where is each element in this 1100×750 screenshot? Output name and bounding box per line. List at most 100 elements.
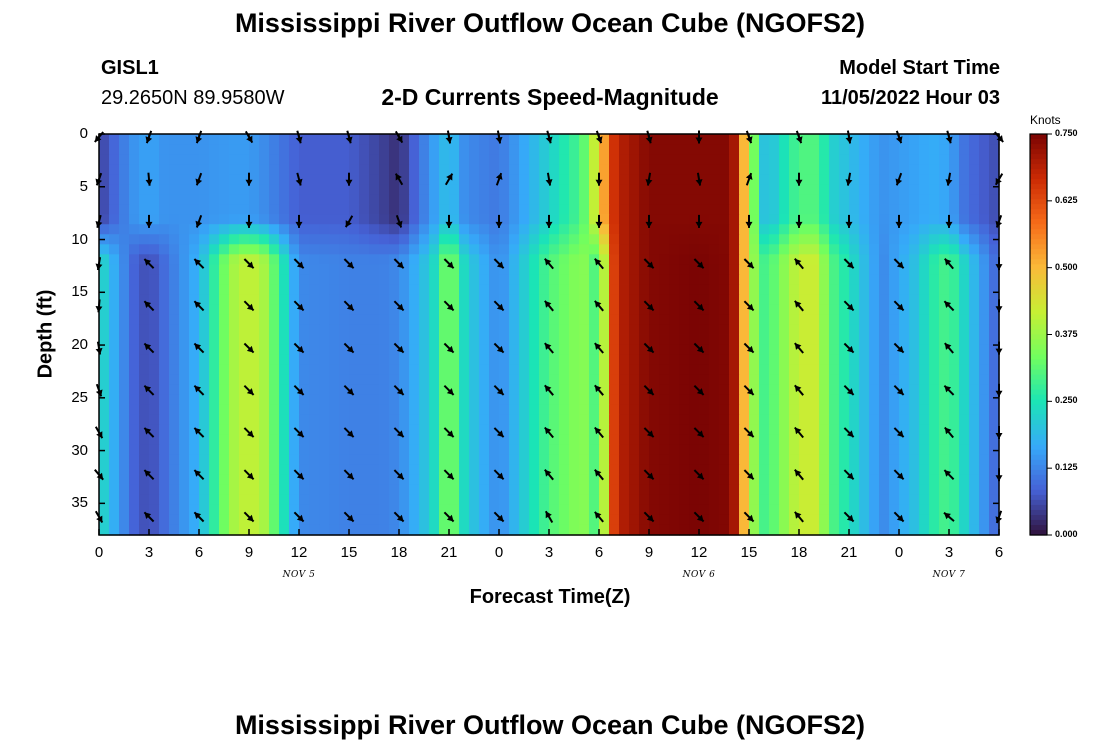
x-tick-label: 12 [690, 544, 708, 561]
heatmap-cell [659, 424, 670, 436]
heatmap-cell [769, 434, 780, 446]
heatmap-cell [579, 464, 590, 476]
heatmap-cell [729, 154, 740, 165]
heatmap-cell [569, 174, 580, 185]
heatmap-cell [449, 364, 460, 376]
heatmap-cell [279, 154, 290, 165]
colorbar-tick-label: 0.750 [1055, 128, 1078, 138]
x-tick-label: 0 [894, 544, 904, 561]
heatmap-cell [519, 354, 530, 366]
heatmap-cell [509, 224, 520, 235]
vector-head [346, 261, 354, 269]
heatmap-cell [109, 434, 120, 446]
heatmap-cell [189, 354, 200, 366]
heatmap-cell [269, 134, 280, 145]
heatmap-cell [459, 254, 470, 265]
heatmap-cell [279, 494, 290, 506]
colorbar-segment [1030, 349, 1047, 356]
heatmap-cell [359, 414, 370, 426]
heatmap-cell [939, 174, 950, 185]
heatmap-cell [599, 324, 610, 336]
heatmap-cell [399, 304, 410, 316]
heatmap-cell [559, 504, 570, 516]
heatmap-cell [709, 394, 720, 406]
heatmap-cell [99, 194, 110, 205]
heatmap-cell [159, 164, 170, 175]
heatmap-cell [719, 524, 730, 536]
heatmap-cell [349, 354, 360, 366]
heatmap-cell [939, 354, 950, 366]
heatmap-cell [249, 434, 260, 446]
current-vector [944, 342, 954, 354]
heatmap-cell [399, 394, 410, 406]
heatmap-cell [109, 184, 120, 195]
heatmap-cell [669, 184, 680, 195]
heatmap-cell [949, 314, 960, 326]
heatmap-cell [849, 494, 860, 506]
current-vector [143, 511, 155, 523]
heatmap-cell [569, 384, 580, 396]
heatmap-cell [679, 134, 690, 145]
heatmap-cell [179, 154, 190, 165]
heatmap-cell [509, 214, 520, 225]
current-vector [143, 384, 155, 396]
heatmap-cell [409, 464, 420, 476]
heatmap-cell [479, 194, 490, 205]
heatmap-cell [499, 274, 510, 285]
heatmap-cell [459, 374, 470, 386]
heatmap-cell [219, 404, 230, 416]
heatmap-cell [539, 424, 550, 436]
heatmap-cell [339, 464, 350, 476]
current-vector [193, 469, 205, 481]
heatmap-cell [199, 254, 210, 265]
heatmap-cell [879, 264, 890, 275]
heatmap-cell [369, 344, 380, 356]
heatmap-cell [839, 204, 850, 215]
heatmap-cell [689, 504, 700, 516]
heatmap-cell [519, 214, 530, 225]
heatmap-cell [839, 514, 850, 526]
heatmap-cell [889, 314, 900, 326]
heatmap-cell [739, 134, 750, 145]
current-vector [143, 427, 155, 438]
heatmap-cell [729, 384, 740, 396]
heatmap-cell [559, 454, 570, 466]
heatmap-cell [619, 464, 630, 476]
day-label: NOV 5 [282, 570, 316, 580]
heatmap-cell [629, 194, 640, 205]
heatmap-cell [439, 304, 450, 316]
heatmap-cell [439, 204, 450, 215]
heatmap-cell [349, 264, 360, 275]
heatmap-cell [989, 484, 1000, 496]
heatmap-cell [189, 464, 200, 476]
heatmap-cell [529, 314, 540, 326]
heatmap-cell [629, 274, 640, 285]
heatmap-cell [339, 204, 350, 215]
current-vector [243, 469, 255, 481]
heatmap-cell [219, 434, 230, 446]
heatmap-cell [469, 334, 480, 346]
heatmap-cell [509, 444, 520, 456]
heatmap-cell [989, 304, 1000, 316]
heatmap-cell [489, 144, 500, 155]
current-vector [443, 427, 455, 438]
heatmap-cell [829, 294, 840, 306]
heatmap-cell [919, 424, 930, 436]
heatmap-cell [549, 214, 560, 225]
heatmap-cell [869, 464, 880, 476]
current-vector [743, 258, 755, 269]
vector-head [246, 303, 254, 311]
colorbar-segment [1030, 319, 1047, 326]
heatmap-cell [819, 164, 830, 175]
heatmap-cell [509, 244, 520, 255]
heatmap-cell [219, 424, 230, 436]
vector-head [246, 345, 254, 353]
heatmap-cell [789, 504, 800, 516]
colorbar-segment [1030, 359, 1047, 366]
heatmap-cell [639, 374, 650, 386]
heatmap-cell [659, 254, 670, 265]
heatmap-cell [279, 364, 290, 376]
heatmap-cell [699, 464, 710, 476]
current-vector [293, 427, 305, 438]
heatmap-cell [509, 354, 520, 366]
